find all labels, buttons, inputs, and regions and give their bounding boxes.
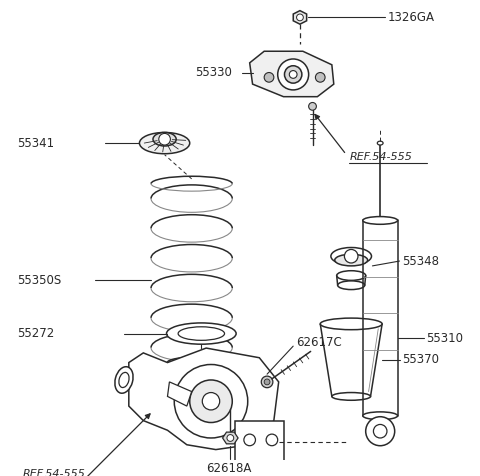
Circle shape	[285, 66, 302, 83]
Ellipse shape	[320, 318, 382, 330]
Polygon shape	[320, 324, 382, 397]
Polygon shape	[250, 51, 334, 97]
Ellipse shape	[332, 393, 371, 400]
Ellipse shape	[331, 248, 372, 265]
Text: 62617C: 62617C	[296, 336, 342, 349]
Circle shape	[278, 59, 309, 90]
Text: 55330: 55330	[195, 66, 232, 79]
Circle shape	[289, 70, 297, 79]
Polygon shape	[129, 348, 279, 450]
Circle shape	[264, 379, 270, 385]
Text: 55341: 55341	[18, 137, 55, 149]
Circle shape	[202, 393, 220, 410]
Circle shape	[190, 380, 232, 423]
Circle shape	[366, 416, 395, 446]
Ellipse shape	[363, 412, 397, 420]
Polygon shape	[293, 10, 307, 24]
Circle shape	[264, 72, 274, 82]
Ellipse shape	[372, 218, 388, 223]
Ellipse shape	[178, 327, 225, 340]
Circle shape	[309, 102, 316, 110]
Circle shape	[159, 133, 170, 145]
Polygon shape	[235, 421, 284, 464]
Ellipse shape	[377, 141, 383, 145]
Text: 55348: 55348	[402, 255, 439, 268]
Text: 1326GA: 1326GA	[388, 11, 435, 24]
Text: 55350S: 55350S	[18, 274, 62, 287]
Circle shape	[345, 249, 358, 263]
Ellipse shape	[167, 323, 236, 344]
Text: REF.54-555: REF.54-555	[23, 469, 85, 476]
Ellipse shape	[335, 254, 368, 266]
Ellipse shape	[336, 271, 366, 280]
Text: 55310: 55310	[427, 332, 464, 345]
Polygon shape	[168, 382, 192, 406]
Polygon shape	[223, 432, 238, 444]
Text: 55272: 55272	[18, 327, 55, 340]
Circle shape	[297, 14, 303, 21]
Ellipse shape	[153, 132, 176, 146]
Circle shape	[244, 434, 255, 446]
Ellipse shape	[363, 217, 397, 224]
Circle shape	[315, 72, 325, 82]
Circle shape	[266, 434, 278, 446]
Ellipse shape	[337, 281, 365, 289]
Ellipse shape	[115, 367, 133, 393]
Text: 55370: 55370	[402, 353, 439, 366]
Text: REF.54-555: REF.54-555	[349, 152, 412, 162]
Ellipse shape	[119, 372, 129, 387]
Circle shape	[174, 365, 248, 438]
Text: 62618A: 62618A	[206, 462, 252, 476]
Circle shape	[373, 425, 387, 438]
Circle shape	[261, 376, 273, 388]
Circle shape	[227, 435, 234, 441]
Ellipse shape	[140, 132, 190, 154]
